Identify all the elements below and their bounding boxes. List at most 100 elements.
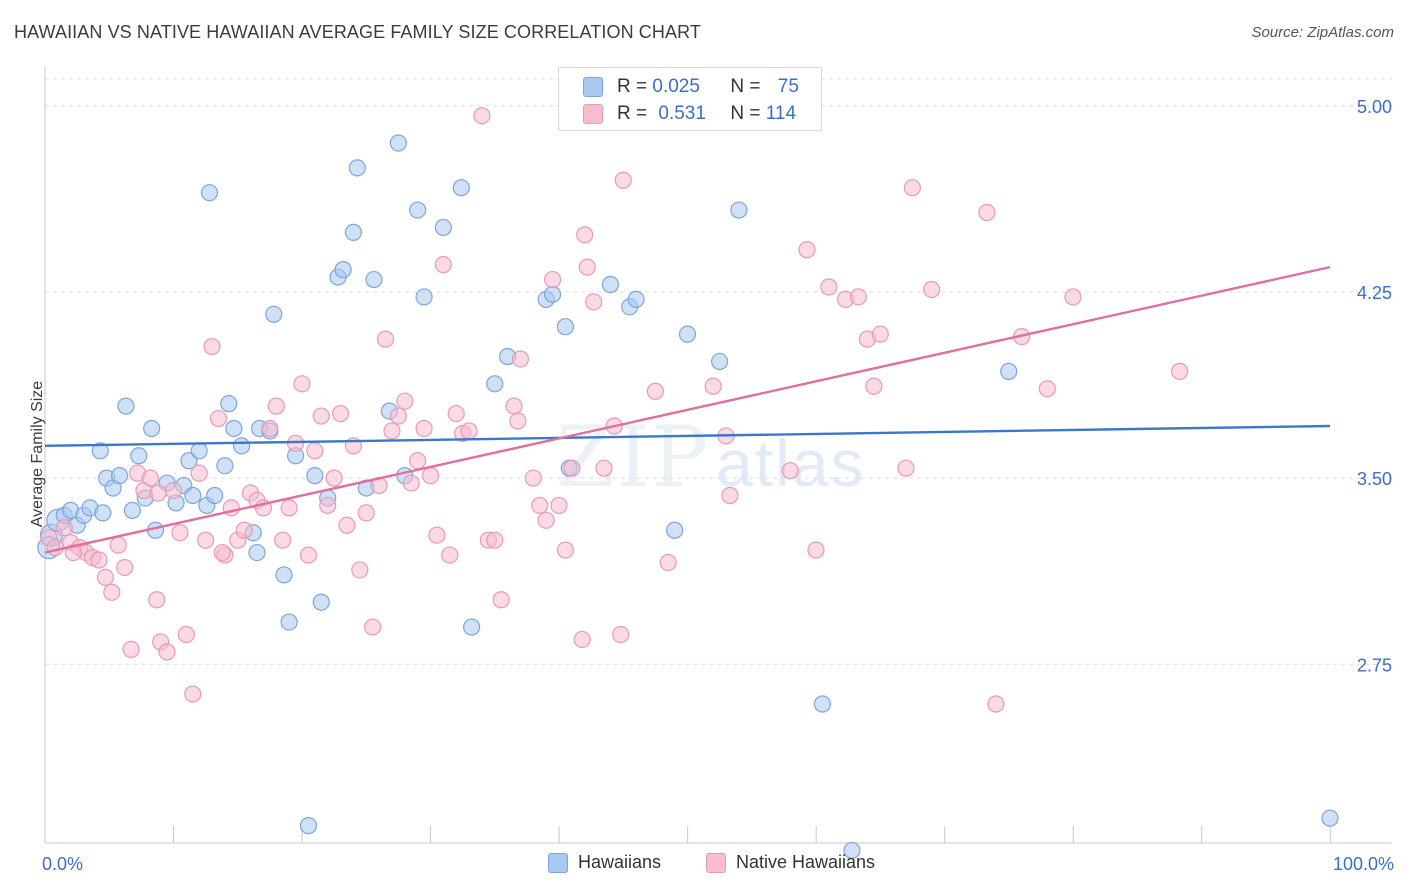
native-hawaiian-point: [325, 469, 343, 487]
native-hawaiian-point: [903, 179, 921, 197]
native-hawaiian-point: [402, 474, 420, 492]
hawaiian-point: [1000, 362, 1018, 380]
legend-n-label: N =: [730, 76, 766, 97]
hawaiian-point: [91, 442, 109, 460]
native-hawaiian-point: [1171, 362, 1189, 380]
hawaiian-point: [94, 504, 112, 522]
native-hawaiian-point: [434, 256, 452, 274]
native-hawaiian-point: [148, 591, 166, 609]
native-hawaiian-point: [293, 375, 311, 393]
native-hawaiian-point: [299, 546, 318, 564]
native-hawaiian-point: [460, 422, 478, 440]
hawaiian-point: [110, 467, 129, 485]
x-tick-label-min: 0.0%: [42, 854, 83, 874]
hawaiian-point: [184, 486, 202, 505]
hawaiian-point: [180, 452, 198, 470]
hawaiian-point: [601, 275, 620, 294]
native-hawaiian-point: [351, 561, 369, 579]
hawaiian-point: [123, 501, 141, 519]
hawaiian-point: [1321, 809, 1339, 827]
native-hawaiian-point: [524, 469, 542, 487]
native-hawaiian-point: [96, 568, 114, 587]
native-hawaiian-point: [415, 419, 433, 438]
hawaiian-point: [389, 134, 407, 152]
source-label: Source: ZipAtlas.com: [1251, 24, 1394, 41]
native-hawaiian-point: [261, 419, 279, 438]
legend-n-label: N =: [730, 103, 766, 124]
native-hawaiian-point: [614, 171, 632, 189]
native-hawaiian-point: [978, 203, 996, 222]
native-hawaiian-point: [421, 467, 440, 485]
legend-swatch-pink: [583, 104, 603, 124]
native-hawaiian-point: [103, 583, 121, 601]
bottom-legend-label: Native Hawaiians: [736, 852, 876, 872]
native-hawaiian-point: [704, 377, 722, 395]
native-hawaiian-point: [213, 543, 231, 562]
native-hawaiian-point: [357, 504, 375, 522]
hawaiian-point: [409, 201, 427, 219]
hawaiian-point: [225, 419, 243, 438]
hawaiian-point: [843, 841, 861, 860]
hawaiian-point: [190, 442, 208, 460]
native-hawaiian-point: [473, 107, 491, 125]
native-hawaiian-point: [849, 288, 868, 306]
native-hawaiian-point: [306, 442, 324, 460]
native-hawaiian-point: [190, 464, 208, 482]
native-hawaiian-point: [338, 516, 356, 534]
bottom-legend-label: Hawaiians: [578, 852, 662, 872]
x-tick-label-max: 100.0%: [1333, 854, 1394, 874]
hawaiian-point: [280, 613, 298, 631]
hawaiian-point: [556, 318, 575, 336]
hawaiian-point: [130, 447, 148, 465]
bottom-legend-native-hawaiians: Native Hawaiians: [706, 852, 875, 873]
native-hawaiian-point: [364, 618, 382, 636]
legend-r-value: 0.025: [652, 76, 700, 97]
hawaiian-point: [463, 618, 481, 636]
native-hawaiian-point: [90, 551, 108, 569]
hawaiian-point: [344, 223, 362, 241]
native-hawaiian-point: [798, 241, 816, 259]
native-hawaiian-point: [441, 546, 459, 564]
native-hawaiian-point: [184, 685, 202, 703]
native-hawaiian-point: [331, 404, 350, 423]
native-hawaiian-point: [149, 484, 167, 502]
native-hawaiian-point: [585, 293, 603, 311]
hawaiian-point: [486, 375, 504, 393]
native-hawaiian-point: [447, 404, 465, 423]
hawaiian-trend-line: [44, 424, 1331, 448]
native-hawaiian-point: [1038, 380, 1056, 398]
bottom-swatch-blue: [548, 852, 568, 873]
legend-row-native-hawaiians: R = 0.531 N = 114: [583, 102, 796, 126]
native-hawaiian-point: [46, 539, 64, 557]
native-hawaiian-point: [164, 481, 183, 500]
native-hawaiian-point: [807, 541, 825, 559]
native-hawaiian-point: [428, 526, 446, 544]
native-hawaiian-point: [209, 409, 228, 428]
y-tick-label: 4.25: [1357, 283, 1392, 303]
native-hawaiian-point: [141, 469, 159, 487]
hawaiian-point: [452, 179, 470, 197]
native-hawaiian-point: [235, 521, 253, 539]
hawaiian-point: [711, 352, 729, 371]
native-hawaiian-point: [537, 511, 555, 529]
native-hawaiian-point: [158, 643, 176, 661]
native-hawaiian-point: [492, 591, 510, 609]
hawaiian-point: [275, 566, 293, 584]
native-hawaiian-point: [116, 558, 134, 577]
native-hawaiian-point: [505, 397, 523, 415]
y-axis-title: Average Family Size: [29, 380, 46, 528]
native-hawaiian-point: [509, 412, 527, 430]
hawaiian-point: [666, 521, 684, 539]
legend-r-label: R =: [617, 103, 653, 124]
bottom-legend-hawaiians: Hawaiians: [548, 852, 661, 873]
native-hawaiian-point: [923, 280, 941, 299]
hawaiian-point: [678, 325, 697, 343]
hawaiian-point: [206, 486, 224, 505]
legend-n-value: 114: [765, 103, 797, 124]
bottom-swatch-pink: [706, 852, 726, 873]
legend-n-value: 75: [777, 76, 799, 97]
y-tick-label: 5.00: [1357, 97, 1392, 117]
y-tick-label: 3.50: [1357, 469, 1392, 489]
zipatlas-watermark: ZIPatlas: [556, 408, 866, 506]
